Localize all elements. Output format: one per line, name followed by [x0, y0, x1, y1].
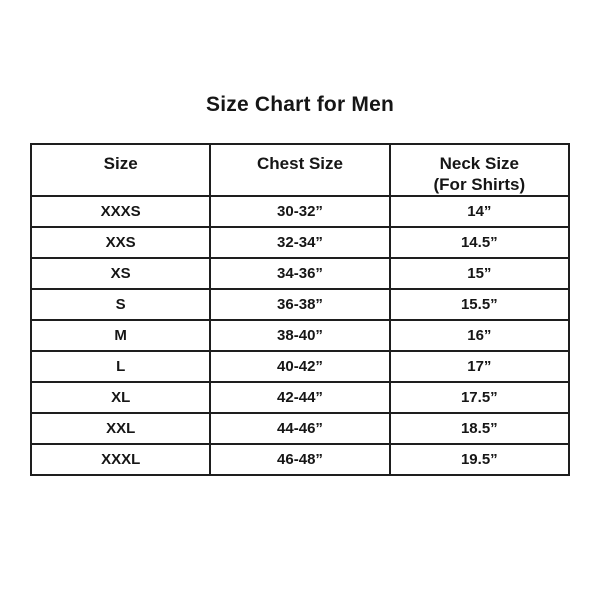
cell-neck-size: 14” [388, 195, 571, 228]
cell-neck-size: 15.5” [388, 288, 571, 321]
column-header-neck-size: Neck Size (For Shirts) [388, 143, 571, 197]
cell-size: XXL [29, 412, 212, 445]
cell-size: M [29, 319, 212, 352]
table-row: M 38-40” 16” [29, 319, 571, 352]
table-row: S 36-38” 15.5” [29, 288, 571, 321]
column-header-size: Size [29, 143, 212, 197]
table-row: XXS 32-34” 14.5” [29, 226, 571, 259]
cell-size: XXS [29, 226, 212, 259]
size-chart-table: Size Chest Size Neck Size (For Shirts) X… [29, 143, 571, 476]
column-header-neck-size-line2: (For Shirts) [433, 175, 526, 194]
table-row: XS 34-36” 15” [29, 257, 571, 290]
cell-neck-size: 17” [388, 350, 571, 383]
cell-chest-size: 38-40” [209, 319, 391, 352]
cell-size: XS [29, 257, 212, 290]
page-title: Size Chart for Men [206, 93, 394, 116]
cell-neck-size: 18.5” [388, 412, 571, 445]
cell-chest-size: 40-42” [209, 350, 391, 383]
cell-size: XXXS [29, 195, 212, 228]
cell-chest-size: 36-38” [209, 288, 391, 321]
cell-neck-size: 16” [388, 319, 571, 352]
cell-chest-size: 32-34” [209, 226, 391, 259]
cell-size: L [29, 350, 212, 383]
table-row: XXXS 30-32” 14” [29, 195, 571, 228]
cell-neck-size: 15” [388, 257, 571, 290]
table-row: L 40-42” 17” [29, 350, 571, 383]
column-header-neck-size-line1: Neck Size [439, 154, 520, 173]
table-header-row: Size Chest Size Neck Size (For Shirts) [29, 143, 571, 197]
cell-size: S [29, 288, 212, 321]
table-row: XL 42-44” 17.5” [29, 381, 571, 414]
table-row: XXXL 46-48” 19.5” [29, 443, 571, 476]
table-row: XXL 44-46” 18.5” [29, 412, 571, 445]
cell-chest-size: 30-32” [209, 195, 391, 228]
cell-size: XXXL [29, 443, 212, 476]
cell-chest-size: 42-44” [209, 381, 391, 414]
column-header-chest-size: Chest Size [209, 143, 391, 197]
cell-neck-size: 14.5” [388, 226, 571, 259]
cell-chest-size: 46-48” [209, 443, 391, 476]
cell-neck-size: 19.5” [388, 443, 571, 476]
cell-chest-size: 34-36” [209, 257, 391, 290]
cell-chest-size: 44-46” [209, 412, 391, 445]
cell-neck-size: 17.5” [388, 381, 571, 414]
cell-size: XL [29, 381, 212, 414]
